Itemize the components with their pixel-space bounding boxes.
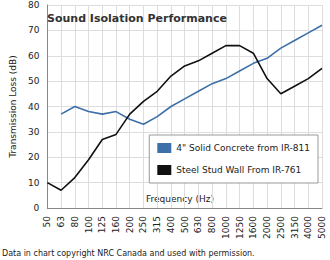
svg-text:1000: 1000 (221, 216, 231, 239)
svg-text:80: 80 (28, 0, 40, 10)
svg-text:63: 63 (56, 216, 66, 227)
svg-text:160: 160 (111, 216, 121, 233)
svg-text:Transmission Loss (dB): Transmission Loss (dB) (8, 55, 18, 159)
svg-text:250: 250 (138, 216, 148, 233)
svg-text:10: 10 (28, 178, 40, 188)
svg-text:800: 800 (207, 216, 217, 233)
svg-text:Frequency (Hz): Frequency (Hz) (146, 194, 214, 204)
svg-text:5000: 5000 (317, 216, 327, 239)
svg-text:630: 630 (193, 216, 203, 233)
svg-text:4" Solid Concrete from IR-811: 4" Solid Concrete from IR-811 (176, 143, 310, 153)
svg-text:0: 0 (34, 203, 40, 213)
svg-text:Sound Isolation Performance: Sound Isolation Performance (47, 12, 227, 25)
svg-text:Steel Stud Wall From IR-761: Steel Stud Wall From IR-761 (176, 165, 301, 175)
svg-text:315: 315 (152, 216, 162, 233)
svg-text:400: 400 (166, 216, 176, 233)
svg-text:20: 20 (28, 152, 40, 162)
svg-text:80: 80 (70, 216, 80, 228)
svg-text:2000: 2000 (262, 216, 272, 239)
svg-text:125: 125 (97, 216, 107, 233)
svg-text:1600: 1600 (248, 216, 258, 239)
svg-text:60: 60 (28, 51, 40, 61)
svg-text:70: 70 (28, 25, 40, 35)
svg-text:Data in chart copyright NRC Ca: Data in chart copyright NRC Canada and u… (2, 249, 255, 258)
svg-text:1250: 1250 (235, 216, 245, 239)
svg-text:40: 40 (28, 102, 40, 112)
svg-text:500: 500 (180, 216, 190, 233)
svg-text:30: 30 (28, 127, 40, 137)
svg-text:3150: 3150 (290, 216, 300, 239)
svg-text:2500: 2500 (276, 216, 286, 239)
svg-text:100: 100 (84, 216, 94, 233)
svg-text:50: 50 (28, 76, 40, 86)
svg-text:4000: 4000 (303, 216, 313, 239)
svg-text:200: 200 (125, 216, 135, 233)
svg-text:50: 50 (42, 216, 52, 228)
